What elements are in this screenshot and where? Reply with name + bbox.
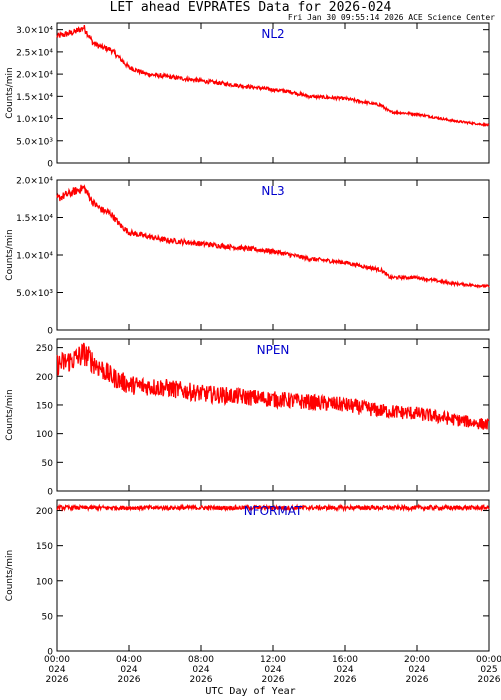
x-tick-label: 2026 xyxy=(190,675,213,685)
series-line-nl2 xyxy=(56,24,490,127)
x-tick-label: 04:00 xyxy=(116,655,142,665)
panel-npen: 0 50 100 150 200 250 Counts/min NPEN xyxy=(5,338,490,498)
y-tick-label: 200 xyxy=(36,507,53,517)
y-tick-label: 100 xyxy=(36,430,53,440)
y-axis-label: Counts/min xyxy=(5,550,15,601)
y-tick-label: 250 xyxy=(36,344,53,354)
series-line-npen xyxy=(56,342,490,430)
panel-frame xyxy=(56,179,490,331)
x-tick-label: 2026 xyxy=(262,675,285,685)
series-line-nl3 xyxy=(56,184,490,289)
y-tick-label: 1.0×10⁴ xyxy=(16,115,53,125)
y-tick-label: 5.0×10³ xyxy=(16,289,53,299)
x-tick-label: 12:00 xyxy=(260,655,286,665)
y-tick-label: 150 xyxy=(36,542,53,552)
x-tick-label: 00:00 xyxy=(476,655,501,665)
y-axis-label: Counts/min xyxy=(5,229,15,280)
x-tick-label: 024 xyxy=(336,665,353,675)
panel-label: NFORMAT xyxy=(244,504,303,518)
x-tick-label: 024 xyxy=(48,665,65,675)
x-tick-label: 024 xyxy=(264,665,281,675)
x-tick-label: 00:00 xyxy=(44,655,70,665)
x-tick-label: 08:00 xyxy=(188,655,214,665)
y-tick-label: 0 xyxy=(47,160,53,170)
x-tick-label: 025 xyxy=(480,665,497,675)
panel-nformat: 0 50 100 150 200 Counts/min NFORMAT xyxy=(5,499,490,658)
x-tick-label: 024 xyxy=(192,665,209,675)
y-tick-label: 1.0×10⁴ xyxy=(16,252,53,262)
panel-label: NL2 xyxy=(261,27,284,41)
y-tick-label: 0 xyxy=(47,648,53,658)
y-tick-label: 50 xyxy=(42,459,54,469)
y-axis-label: Counts/min xyxy=(5,67,15,118)
y-axis-label: Counts/min xyxy=(5,389,15,440)
y-tick-label: 200 xyxy=(36,373,53,383)
y-tick-label: 2.5×10⁴ xyxy=(16,48,53,58)
chart-title: LET ahead EVPRATES Data for 2026-024 xyxy=(109,0,392,15)
y-tick-label: 5.0×10³ xyxy=(16,137,53,147)
y-tick-label: 0 xyxy=(47,488,53,498)
panel-frame xyxy=(56,22,490,164)
x-tick-label: 024 xyxy=(120,665,137,675)
panel-label: NL3 xyxy=(261,184,284,198)
x-tick-label: 2026 xyxy=(118,675,141,685)
series-line-nformat xyxy=(56,503,490,513)
x-tick-label: 024 xyxy=(408,665,425,675)
y-tick-label: 0 xyxy=(47,327,53,337)
panel-label: NPEN xyxy=(257,343,290,357)
panel-nl3: 0 5.0×10³ 1.0×10⁴ 1.5×10⁴ 2.0×10⁴ Counts/min N… xyxy=(5,177,490,337)
y-tick-label: 1.5×10⁴ xyxy=(16,93,53,103)
x-tick-label: 2026 xyxy=(46,675,69,685)
y-tick-label: 2.0×10⁴ xyxy=(16,177,53,187)
y-tick-label: 100 xyxy=(36,577,53,587)
y-tick-label: 150 xyxy=(36,401,53,411)
timestamp-label: Fri Jan 30 09:55:14 2026 ACE Science Cen… xyxy=(287,13,495,22)
y-tick-label: 2.0×10⁴ xyxy=(16,71,53,81)
y-tick-label: 3.0×10⁴ xyxy=(16,26,53,36)
x-tick-label: 16:00 xyxy=(332,655,358,665)
panel-nl2: 0 5.0×10³ 1.0×10⁴ 1.5×10⁴ 2.0×10⁴ 2.5×10⁴ 3.0×… xyxy=(5,22,490,170)
x-tick-label: 20:00 xyxy=(404,655,430,665)
x-tick-label: 2026 xyxy=(406,675,429,685)
x-axis-title: UTC Day of Year xyxy=(205,686,296,697)
y-tick-label: 50 xyxy=(42,612,54,622)
x-tick-label: 2026 xyxy=(334,675,357,685)
y-tick-label: 1.5×10⁴ xyxy=(16,214,53,224)
x-tick-label: 2026 xyxy=(478,675,501,685)
panel-frame xyxy=(56,499,490,652)
